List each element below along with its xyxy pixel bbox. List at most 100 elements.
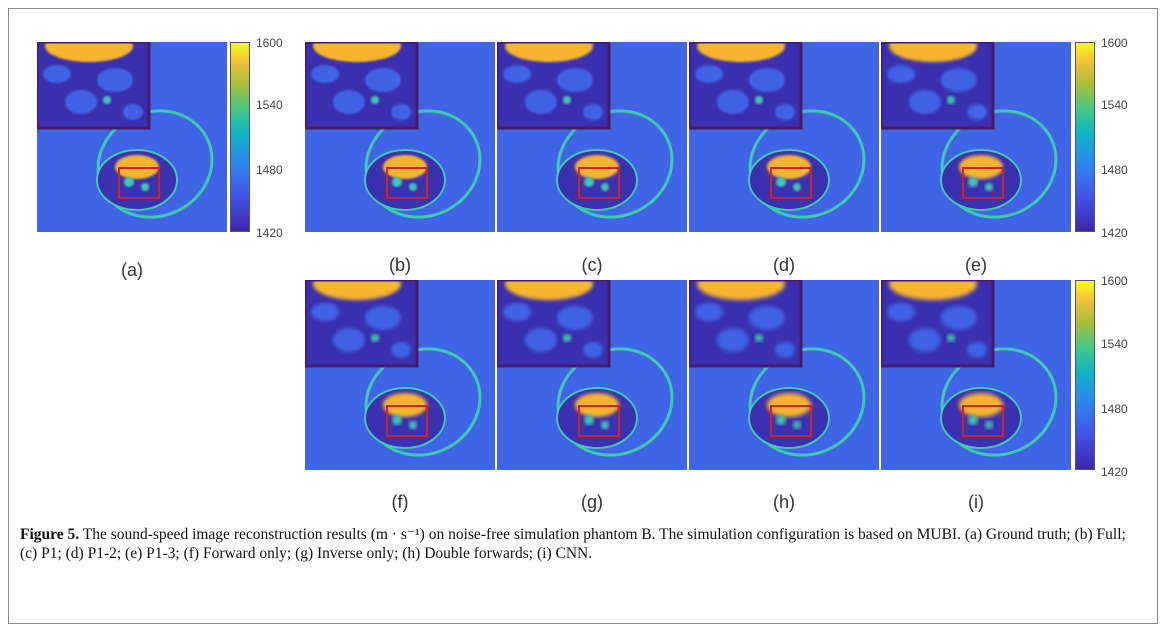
blob [392, 177, 402, 187]
inset-blob [503, 303, 531, 321]
inset-blob [525, 90, 557, 114]
colorbar-a [230, 42, 250, 232]
blob [985, 421, 993, 429]
inset-blob [557, 306, 593, 330]
inset-blob [365, 306, 401, 330]
inset-blob [749, 306, 785, 330]
inset-blob [43, 65, 71, 83]
colorbar-i-tick: 1600 [1101, 274, 1128, 288]
inner-ring [940, 149, 1022, 211]
inner-ring [96, 149, 178, 211]
inset-blob [749, 68, 785, 92]
blob [141, 183, 149, 191]
inset-dot [755, 334, 763, 342]
inset-blob [967, 342, 987, 358]
colorbar-e [1075, 42, 1095, 232]
zoom-inset [881, 42, 995, 130]
panel-b [305, 42, 495, 232]
inset-blob [717, 328, 749, 352]
blob [124, 177, 134, 187]
panel-d [689, 42, 879, 232]
blob [392, 415, 402, 425]
blob [968, 177, 978, 187]
panel-label-d: (d) [773, 255, 795, 275]
inset-border [689, 42, 803, 130]
figure-caption: Figure 5. The sound-speed image reconstr… [20, 525, 1140, 563]
colorbar-i-tick: 1540 [1101, 337, 1128, 351]
inset-dot [563, 96, 571, 104]
caption-text: The sound-speed image reconstruction res… [20, 526, 1126, 562]
inset-blob [391, 342, 411, 358]
inner-ring [364, 387, 446, 449]
inset-border [881, 42, 995, 130]
roi-box [118, 167, 160, 199]
zoom-inset [689, 280, 803, 368]
inner-ring [748, 387, 830, 449]
inset-dot [563, 334, 571, 342]
inset-blob [311, 65, 339, 83]
inset-dot [371, 334, 379, 342]
blob [793, 183, 801, 191]
inset-blob [97, 68, 133, 92]
blob [793, 421, 801, 429]
blob [985, 183, 993, 191]
inset-border [37, 42, 151, 130]
inset-border [689, 280, 803, 368]
panel-label-h: (h) [773, 492, 795, 512]
colorbar-i-tick: 1480 [1101, 402, 1128, 416]
inset-blob [503, 65, 531, 83]
roi-box [578, 405, 620, 437]
inset-border [305, 280, 419, 368]
caption-label: Figure 5. [20, 526, 80, 543]
inset-blob [695, 303, 723, 321]
inset-blob [583, 342, 603, 358]
inset-blob [123, 104, 143, 120]
panel-label-a: (a) [121, 260, 143, 280]
panel-c [497, 42, 687, 232]
panel-label-b: (b) [389, 255, 411, 275]
inset-blob [391, 104, 411, 120]
inset-blob [695, 65, 723, 83]
zoom-inset [497, 42, 611, 130]
inner-ring [748, 149, 830, 211]
blob [409, 421, 417, 429]
inner-ring [940, 387, 1022, 449]
inset-bright [889, 280, 977, 300]
inset-bright [45, 42, 133, 62]
panel-h [689, 280, 879, 470]
blob [409, 183, 417, 191]
roi-box [386, 405, 428, 437]
inset-blob [941, 68, 977, 92]
panel-label-c: (c) [581, 255, 603, 275]
inset-bright [697, 42, 785, 62]
inset-border [305, 42, 419, 130]
inset-blob [583, 104, 603, 120]
inner-ring [556, 149, 638, 211]
blob [968, 415, 978, 425]
colorbar-e-tick: 1540 [1101, 98, 1128, 112]
inset-dot [755, 96, 763, 104]
inset-blob [887, 303, 915, 321]
roi-box [962, 167, 1004, 199]
inset-blob [775, 104, 795, 120]
panel-a [37, 42, 227, 232]
inset-dot [947, 334, 955, 342]
inset-blob [909, 90, 941, 114]
inset-blob [65, 90, 97, 114]
zoom-inset [305, 280, 419, 368]
zoom-inset [497, 280, 611, 368]
panel-e [881, 42, 1071, 232]
inset-bright [505, 280, 593, 300]
inset-border [881, 280, 995, 368]
inset-blob [909, 328, 941, 352]
inner-ring [364, 149, 446, 211]
roi-box [962, 405, 1004, 437]
inset-blob [941, 306, 977, 330]
zoom-inset [689, 42, 803, 130]
inset-dot [103, 96, 111, 104]
colorbar-e-tick: 1480 [1101, 163, 1128, 177]
panel-label-f: (f) [391, 492, 409, 512]
blob [601, 421, 609, 429]
panel-f [305, 280, 495, 470]
blob [776, 177, 786, 187]
